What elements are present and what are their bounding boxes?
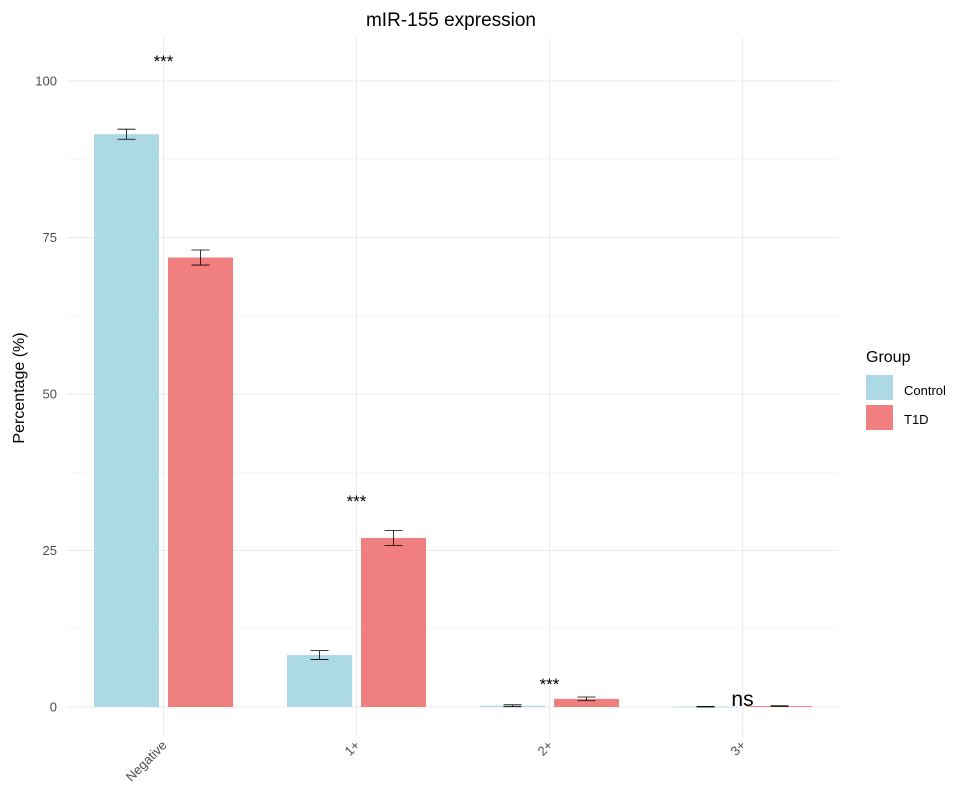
significance-label-2: *** [540,675,560,694]
legend-swatch-t1d [866,405,893,430]
bar-t1d-1 [361,537,426,707]
significance-annotations: *** *** *** ns [154,52,754,711]
x-tick-label: 2+ [535,738,556,759]
y-axis-ticks: 0 25 50 75 100 [35,74,57,715]
chart-title: mIR-155 expression [366,10,536,31]
y-tick-label: 75 [43,230,57,245]
bar-control-0 [94,134,159,707]
bar-t1d-0 [168,257,233,707]
bars [94,134,812,708]
x-tick-label: 3+ [728,738,749,759]
legend-swatch-control [866,375,893,400]
bar-control-1 [287,655,352,707]
error-bars [117,128,789,708]
x-tick-label: 1+ [342,738,363,759]
y-tick-label: 50 [43,387,57,402]
x-axis-ticks: Negative 1+ 2+ 3+ [123,738,749,785]
significance-label-0: *** [154,52,174,71]
significance-label-3: ns [731,688,753,711]
legend: Group Control T1D [866,349,946,430]
x-tick-label: Negative [123,738,170,785]
y-axis-title: Percentage (%) [11,332,28,443]
legend-label-t1d: T1D [904,412,929,427]
significance-label-1: *** [347,492,367,511]
y-tick-label: 25 [43,543,57,558]
y-tick-label: 0 [50,700,57,715]
legend-title: Group [866,349,911,366]
bar-t1d-2 [554,698,619,707]
legend-label-control: Control [904,383,946,398]
y-tick-label: 100 [35,74,57,89]
